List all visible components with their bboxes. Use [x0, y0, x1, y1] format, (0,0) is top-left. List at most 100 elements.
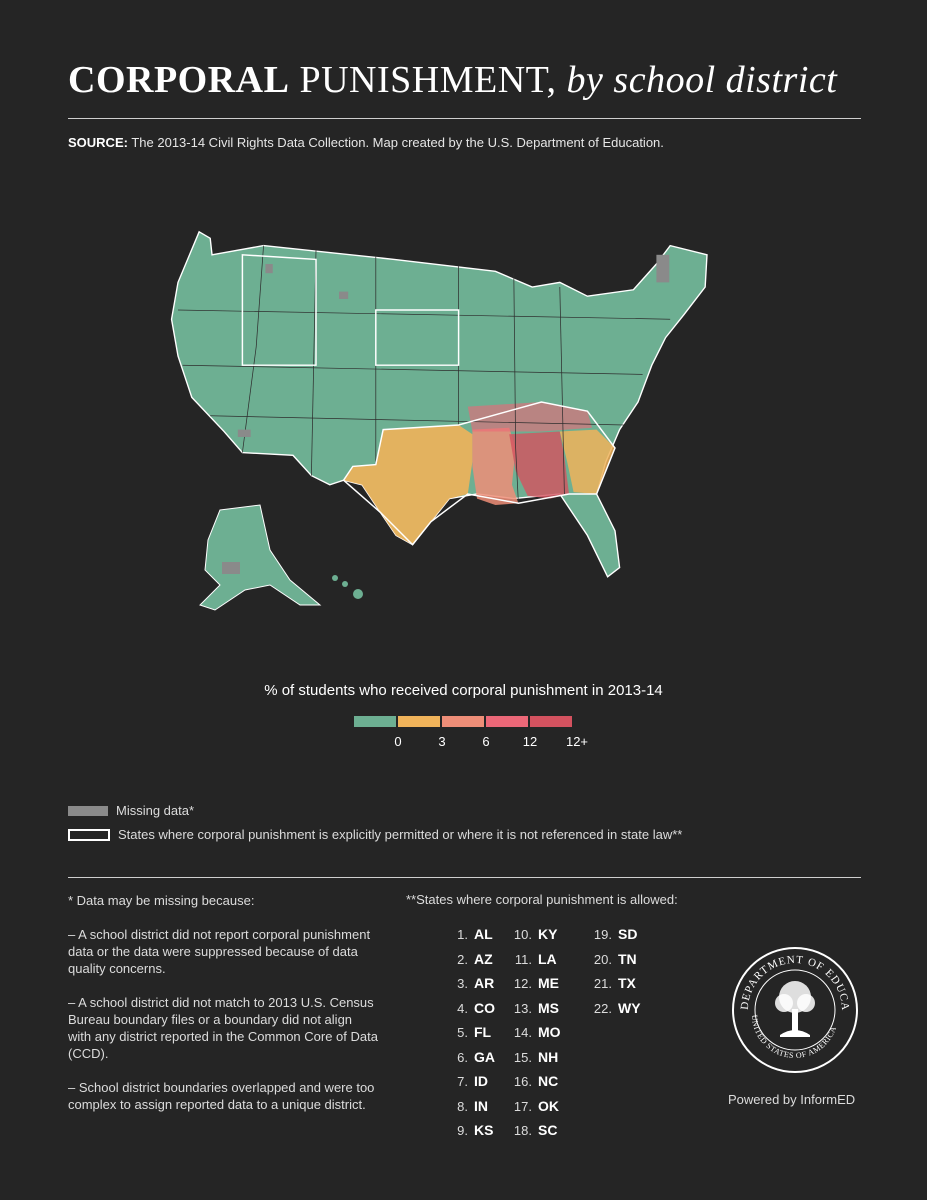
state-abbr: NC — [538, 1073, 559, 1089]
seal-tree-roots — [780, 1030, 810, 1037]
outline-plains — [375, 309, 460, 366]
state-item-tx: 21. TX — [590, 975, 636, 991]
state-abbr: MO — [538, 1024, 561, 1040]
alaska-missing-patch — [222, 562, 240, 574]
state-abbr: OK — [538, 1097, 559, 1114]
state-lines — [177, 245, 671, 504]
title-divider — [68, 118, 861, 119]
state-line-1 — [242, 245, 264, 453]
state-number: 14. — [513, 1025, 532, 1040]
legend-title: % of students who received corporal puni… — [264, 682, 663, 699]
legend-tick-4: 12 — [522, 734, 538, 749]
state-number: 8. — [457, 1098, 468, 1114]
notes-item-2: – A school district did not match to 201… — [68, 995, 378, 1061]
seal-tree-trunk — [792, 1009, 798, 1031]
state-abbr: KY — [538, 926, 558, 942]
page-title: CORPORAL PUNISHMENT, by school district — [68, 58, 837, 102]
state-item-la: 11. LA — [510, 951, 557, 967]
key-outline-label: States where corporal punishment is expl… — [118, 827, 683, 842]
state-item-ok: 17. OK — [510, 1098, 559, 1114]
alaska-shape — [199, 504, 322, 611]
arkansas-louisiana-region — [472, 427, 519, 506]
hawaii-shape — [332, 575, 363, 599]
states-allowed-heading: **States where corporal punishment is al… — [406, 892, 678, 907]
notes-intro: * Data may be missing because: — [68, 893, 255, 908]
state-item-tn: 20. TN — [590, 951, 637, 967]
state-abbr: KS — [474, 1122, 494, 1138]
state-abbr: GA — [474, 1048, 495, 1065]
state-item-mo: 14. MO — [510, 1024, 561, 1040]
legend-ticks: 0 3 6 12 12+ — [0, 734, 927, 754]
state-abbr: AZ — [474, 950, 493, 967]
state-item-co: 4. CO — [446, 1000, 495, 1016]
legend-tick-5: 12+ — [565, 734, 589, 749]
source-text: The 2013-14 Civil Rights Data Collection… — [131, 135, 664, 150]
state-item-in: 8. IN — [446, 1098, 488, 1114]
state-line-7 — [182, 364, 643, 375]
state-abbr: ME — [538, 975, 559, 991]
state-line-8 — [210, 415, 625, 426]
state-number: 1. — [457, 927, 468, 942]
state-abbr: AR — [474, 975, 495, 991]
state-item-az: 2. AZ — [446, 951, 493, 967]
seal-inner-ring — [754, 969, 836, 1051]
us-choropleth-map — [170, 230, 708, 611]
state-number: 2. — [457, 951, 468, 967]
state-number: 10. — [513, 927, 532, 942]
state-line-9 — [559, 286, 565, 495]
state-item-nc: 16. NC — [510, 1073, 558, 1089]
seal-outer-ring — [732, 947, 858, 1073]
key-missing-row: Missing data* — [68, 803, 194, 818]
state-item-ar: 3. AR — [446, 975, 494, 991]
state-number: 7. — [457, 1074, 468, 1089]
seal-tree-crown-2 — [775, 994, 793, 1012]
state-item-id: 7. ID — [446, 1073, 488, 1089]
state-number: 16. — [513, 1074, 532, 1089]
mississippi-alabama-region — [509, 431, 569, 499]
state-number: 13. — [513, 1000, 532, 1016]
state-number: 6. — [457, 1049, 468, 1065]
state-item-fl: 5. FL — [446, 1024, 491, 1040]
state-item-wy: 22. WY — [590, 1000, 641, 1016]
state-number: 5. — [457, 1025, 468, 1040]
state-line-5 — [513, 273, 519, 504]
missouri-kentucky-tennessee-region — [467, 402, 592, 432]
state-number: 19. — [593, 927, 612, 942]
state-number: 11. — [514, 951, 532, 967]
state-abbr: SC — [538, 1122, 558, 1138]
state-item-nh: 15. NH — [510, 1049, 558, 1065]
legend-tick-2: 3 — [438, 734, 446, 749]
legend-tick-1: 0 — [394, 734, 402, 749]
state-abbr: SD — [618, 926, 638, 942]
legend-swatch-3 — [442, 716, 484, 727]
missing-patch-1 — [656, 254, 670, 283]
state-abbr: ID — [474, 1073, 488, 1089]
state-abbr: CO — [474, 999, 495, 1016]
department-of-education-seal: DEPARTMENT OF EDUCATION UNITED STATES OF… — [730, 945, 858, 1073]
outline-west — [241, 254, 317, 366]
state-abbr: NH — [538, 1048, 559, 1065]
footer-divider — [68, 877, 861, 878]
source-label: SOURCE: — [68, 135, 128, 150]
state-number: 22. — [593, 1000, 612, 1016]
state-line-6 — [177, 309, 671, 320]
missing-data-patches — [237, 254, 670, 437]
contiguous-us-shape — [170, 230, 708, 578]
state-item-me: 12. ME — [510, 975, 559, 991]
source-line: SOURCE: The 2013-14 Civil Rights Data Co… — [68, 135, 664, 150]
missing-data-swatch — [68, 805, 108, 816]
state-item-ms: 13. MS — [510, 1000, 559, 1016]
state-item-sd: 19. SD — [590, 926, 638, 942]
state-number: 21. — [593, 976, 612, 991]
hawaii-island-2 — [342, 581, 348, 587]
hawaii-island-1 — [332, 575, 338, 581]
state-number: 17. — [513, 1098, 532, 1114]
key-outline-row: States where corporal punishment is expl… — [68, 827, 682, 842]
state-abbr: LA — [538, 950, 557, 967]
state-number: 18. — [513, 1123, 532, 1138]
title-bold: CORPORAL — [68, 59, 290, 101]
state-abbr: WY — [618, 999, 641, 1016]
legend-tick-3: 6 — [482, 734, 490, 749]
missing-patch-3 — [237, 429, 251, 437]
georgia-carolina-region — [559, 429, 615, 494]
